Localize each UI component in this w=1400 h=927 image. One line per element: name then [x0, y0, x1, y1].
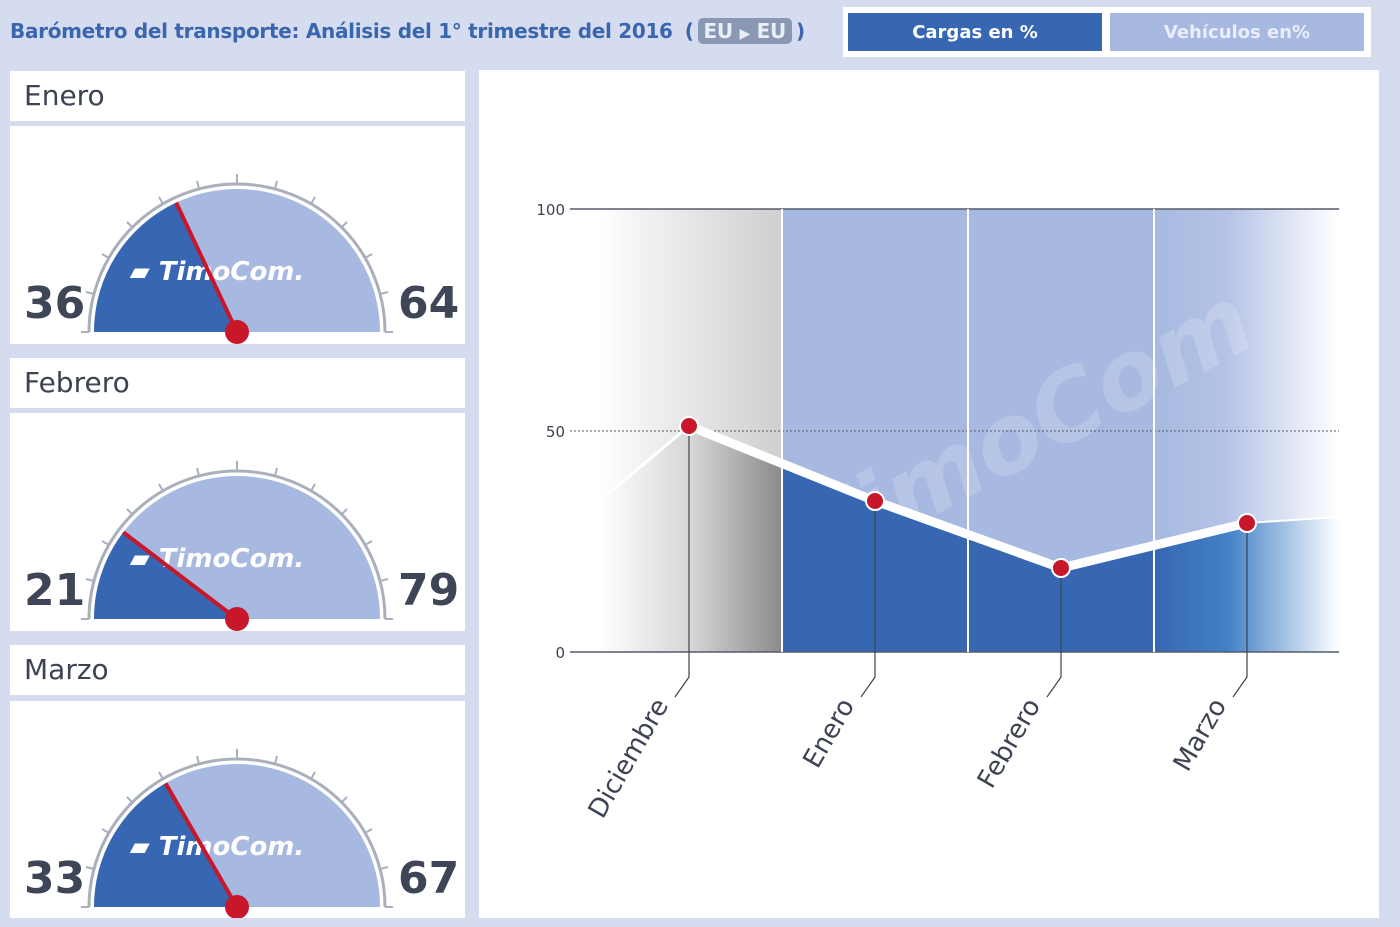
x-label-enero: Enero — [798, 694, 861, 774]
y-tick-50: 50 — [546, 423, 565, 441]
route-arrow-icon: ▶ — [739, 26, 751, 42]
line-area-chart: TimoCom 100 50 0 — [536, 201, 1340, 824]
x-label-marzo: Marzo — [1168, 694, 1233, 777]
gauge-right-value: 64 — [398, 278, 460, 329]
svg-text:▰ TimoCom.: ▰ TimoCom. — [130, 257, 305, 287]
gauge-dial: ▰ TimoCom. — [81, 749, 393, 918]
data-point-febrero[interactable] — [1051, 558, 1071, 578]
tab-cargas[interactable]: Cargas en % — [848, 13, 1102, 51]
gauge-marzo: 33 67 ▰ TimoCom. — [10, 701, 465, 918]
route-pill[interactable]: EU ▶ EU — [697, 18, 792, 44]
svg-text:▰ TimoCom.: ▰ TimoCom. — [130, 832, 305, 862]
x-label-febrero: Febrero — [972, 694, 1047, 794]
gauge-left-value: 33 — [24, 853, 86, 904]
gauge-febrero: 21 79 ▰ TimoCom. — [10, 413, 465, 631]
data-point-enero[interactable] — [865, 491, 885, 511]
tab-vehiculos[interactable]: Vehículos en% — [1110, 13, 1364, 51]
gauge-dial: ▰ TimoCom. — [81, 174, 393, 344]
title-text: Barómetro del transporte: Análisis del 1… — [10, 19, 673, 43]
gauge-header-enero: Enero — [10, 71, 465, 121]
route-to: EU — [756, 19, 787, 43]
gauge-left-value: 21 — [24, 565, 86, 616]
gauge-right-value: 67 — [398, 853, 460, 904]
metric-tabs: Cargas en % Vehículos en% — [843, 7, 1371, 57]
gauge-enero: 36 64 ▰ TimoCom. — [10, 126, 465, 344]
gauge-header-febrero: Febrero — [10, 358, 465, 408]
gauge-dial: ▰ TimoCom. — [81, 461, 393, 631]
gauge-header-marzo: Marzo — [10, 645, 465, 695]
data-point-marzo[interactable] — [1237, 513, 1257, 533]
route-from: EU — [703, 19, 734, 43]
gauge-left-value: 36 — [24, 278, 86, 329]
route-selector[interactable]: ( EU ▶ EU ) — [684, 18, 805, 44]
y-tick-100: 100 — [536, 201, 565, 219]
gauge-right-value: 79 — [398, 565, 460, 616]
chart-panel: TimoCom 100 50 0 — [479, 70, 1379, 918]
y-tick-0: 0 — [555, 644, 565, 662]
data-point-diciembre[interactable] — [679, 416, 699, 436]
x-label-diciembre: Diciembre — [583, 694, 675, 824]
page-title: Barómetro del transporte: Análisis del 1… — [10, 18, 805, 44]
